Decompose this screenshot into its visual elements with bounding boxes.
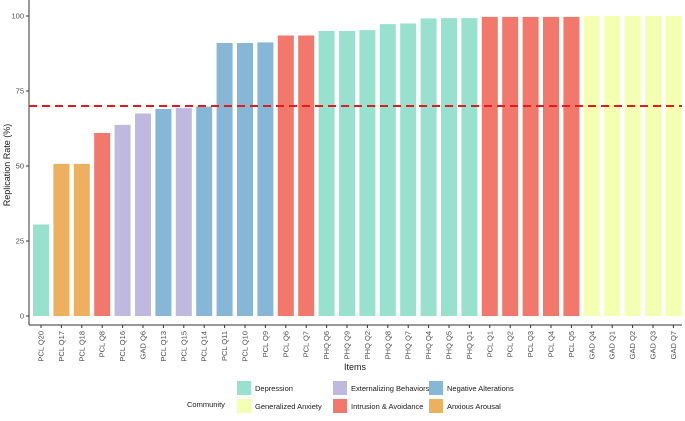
- bar: [135, 113, 151, 316]
- x-tick-label: PHQ Q6: [322, 331, 331, 359]
- y-tick-label: 25: [16, 237, 24, 246]
- x-tick-label: PHQ Q2: [363, 331, 372, 359]
- x-tick-label: PCL Q14: [200, 331, 209, 362]
- bar: [543, 16, 559, 317]
- bar: [53, 163, 70, 316]
- y-axis-ticks: 0 25 50 75 100: [11, 12, 29, 321]
- x-tick-label: PCL Q20: [37, 331, 46, 362]
- x-axis-title: Items: [344, 362, 367, 372]
- x-tick-label: PCL Q7: [302, 331, 311, 357]
- bar: [175, 108, 192, 316]
- x-tick-label: GAD Q7: [669, 331, 678, 359]
- bar: [196, 106, 213, 316]
- x-tick-label: PCL Q18: [77, 331, 86, 362]
- legend-label: Intrusion & Avoidance: [351, 402, 423, 411]
- legend-swatch: [237, 381, 251, 395]
- legend-swatch: [429, 381, 443, 395]
- bar: [461, 18, 478, 316]
- bar: [583, 16, 600, 316]
- bar: [379, 24, 396, 316]
- bar: [359, 30, 376, 316]
- y-tick-label: 0: [20, 312, 24, 321]
- bar: [420, 18, 437, 317]
- x-tick-label: PCL Q9: [261, 331, 270, 357]
- bar-series: [33, 16, 682, 317]
- bar: [73, 163, 90, 316]
- bar: [318, 31, 335, 316]
- x-tick-label: GAD Q4: [587, 331, 596, 359]
- legend-title: Community: [187, 400, 225, 409]
- x-tick-label: PCL Q10: [241, 331, 250, 362]
- legend-label: Depression: [255, 384, 293, 393]
- legend-label: Generalized Anxiety: [255, 402, 322, 411]
- bar: [400, 23, 417, 316]
- x-tick-label: PCL Q4: [547, 331, 556, 357]
- bar: [339, 31, 355, 316]
- x-tick-label: PHQ Q7: [404, 331, 413, 359]
- bar: [522, 16, 539, 317]
- legend-swatch: [429, 399, 443, 413]
- bar: [563, 16, 580, 317]
- x-tick-label: GAD Q1: [608, 331, 617, 359]
- bar: [33, 224, 49, 316]
- bar: [237, 43, 253, 316]
- bar: [665, 16, 682, 316]
- x-tick-label: PCL Q2: [506, 331, 515, 357]
- x-tick-label: GAD Q6: [139, 331, 148, 359]
- x-tick-label: PCL Q11: [220, 331, 229, 361]
- legend-label: Externalizing Behaviors: [351, 384, 430, 393]
- legend-swatch: [333, 381, 347, 395]
- bar: [441, 18, 457, 316]
- y-tick-label: 75: [16, 87, 24, 96]
- x-tick-label: PCL Q3: [526, 331, 535, 357]
- bar: [257, 42, 274, 317]
- legend: Community Depression Generalized Anxiety E…: [187, 381, 514, 413]
- y-axis-title: Replication Rate (%): [2, 124, 12, 207]
- bar: [604, 16, 621, 316]
- legend-label: Anxious Arousal: [447, 402, 501, 411]
- x-tick-label: PCL Q17: [57, 331, 66, 362]
- x-tick-label: PHQ Q5: [445, 331, 454, 359]
- bar: [114, 124, 131, 317]
- x-axis-ticks: PCL Q20 PCL Q17 PCL Q18 PCL Q8 PCL Q16 GAD Q6…: [37, 325, 678, 362]
- legend-label: Negative Alterations: [447, 384, 514, 393]
- bar: [94, 133, 111, 316]
- legend-swatch: [333, 399, 347, 413]
- x-tick-label: PCL Q15: [179, 331, 188, 362]
- x-tick-label: PCL Q8: [98, 331, 107, 357]
- x-tick-label: PCL Q1: [485, 331, 494, 357]
- bar: [624, 16, 641, 316]
- y-tick-label: 100: [11, 12, 24, 21]
- bar: [298, 35, 315, 316]
- x-tick-label: GAD Q3: [649, 331, 658, 359]
- x-tick-label: PCL Q13: [159, 331, 168, 362]
- bar: [481, 16, 498, 317]
- x-tick-label: PCL Q5: [567, 331, 576, 357]
- y-tick-label: 50: [16, 162, 24, 171]
- x-tick-label: PHQ Q9: [343, 331, 352, 359]
- x-tick-label: GAD Q2: [628, 331, 637, 359]
- bar: [502, 16, 519, 317]
- bar: [277, 35, 294, 316]
- x-tick-label: PCL Q6: [281, 331, 290, 357]
- bar: [645, 16, 661, 316]
- bar: [155, 109, 172, 316]
- bar: [216, 43, 233, 316]
- x-tick-label: PHQ Q1: [465, 331, 474, 359]
- x-tick-label: PHQ Q4: [424, 331, 433, 359]
- legend-swatch: [237, 399, 251, 413]
- x-tick-label: PHQ Q8: [383, 331, 392, 359]
- x-tick-label: PCL Q16: [118, 331, 127, 362]
